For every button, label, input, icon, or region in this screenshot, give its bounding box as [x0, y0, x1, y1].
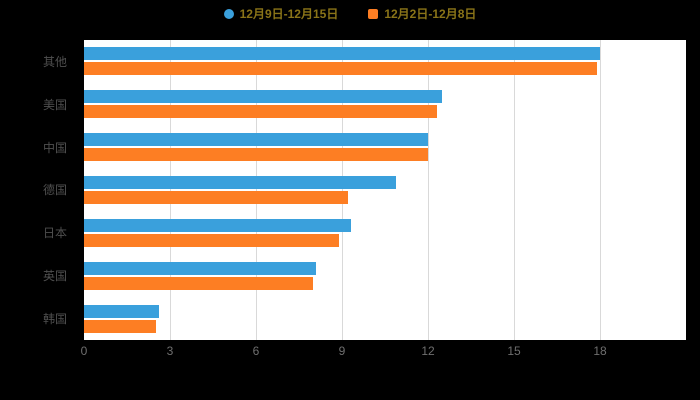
- gridline: [600, 40, 601, 340]
- bar[interactable]: [84, 261, 317, 275]
- category-label: 美国: [42, 97, 67, 112]
- category-label: 英国: [42, 269, 67, 284]
- bar[interactable]: [84, 276, 314, 290]
- bar[interactable]: [84, 105, 437, 119]
- legend-square-marker-icon: [368, 9, 379, 19]
- x-tick-label: 18: [593, 344, 607, 358]
- bar[interactable]: [84, 62, 598, 76]
- gridline: [428, 40, 429, 340]
- x-tick-label: 9: [338, 344, 346, 358]
- bar[interactable]: [84, 176, 397, 189]
- category-label: 日本: [42, 226, 67, 241]
- bar[interactable]: [84, 90, 443, 104]
- y-axis-category-labels: 其他美国中国德国日本英国韩国: [0, 40, 76, 340]
- bar[interactable]: [84, 233, 340, 247]
- legend-label: 12月9日-12月15日: [239, 7, 339, 21]
- gridline: [170, 40, 171, 340]
- legend-item-1[interactable]: 12月2日-12月8日: [368, 7, 476, 21]
- bar[interactable]: [84, 191, 348, 204]
- category-label: 其他: [42, 54, 67, 69]
- bar[interactable]: [84, 47, 600, 61]
- x-tick-label: 0: [80, 344, 88, 358]
- x-tick-label: 15: [507, 344, 521, 358]
- legend-circle-marker-icon: [223, 9, 234, 19]
- bar[interactable]: [84, 218, 351, 232]
- legend-label: 12月2日-12月8日: [384, 7, 477, 21]
- gridline: [342, 40, 343, 340]
- gridline: [514, 40, 515, 340]
- x-tick-label: 3: [166, 344, 174, 358]
- x-tick-label: 6: [252, 344, 260, 358]
- plot-area: [84, 40, 686, 340]
- x-axis-tick-labels: 0 3 6 9 12 15 18: [80, 344, 686, 360]
- bar[interactable]: [84, 133, 428, 147]
- gridline: [256, 40, 257, 340]
- bar[interactable]: [84, 148, 428, 162]
- bar[interactable]: [84, 319, 156, 333]
- x-tick-label: 12: [421, 344, 435, 358]
- legend-item-0[interactable]: 12月9日-12月15日: [223, 7, 339, 21]
- category-label: 德国: [42, 183, 67, 198]
- category-label: 韩国: [42, 311, 67, 326]
- chart-legend: 12月9日-12月15日 12月2日-12月8日: [0, 7, 700, 21]
- category-label: 中国: [42, 140, 67, 155]
- bar[interactable]: [84, 304, 159, 318]
